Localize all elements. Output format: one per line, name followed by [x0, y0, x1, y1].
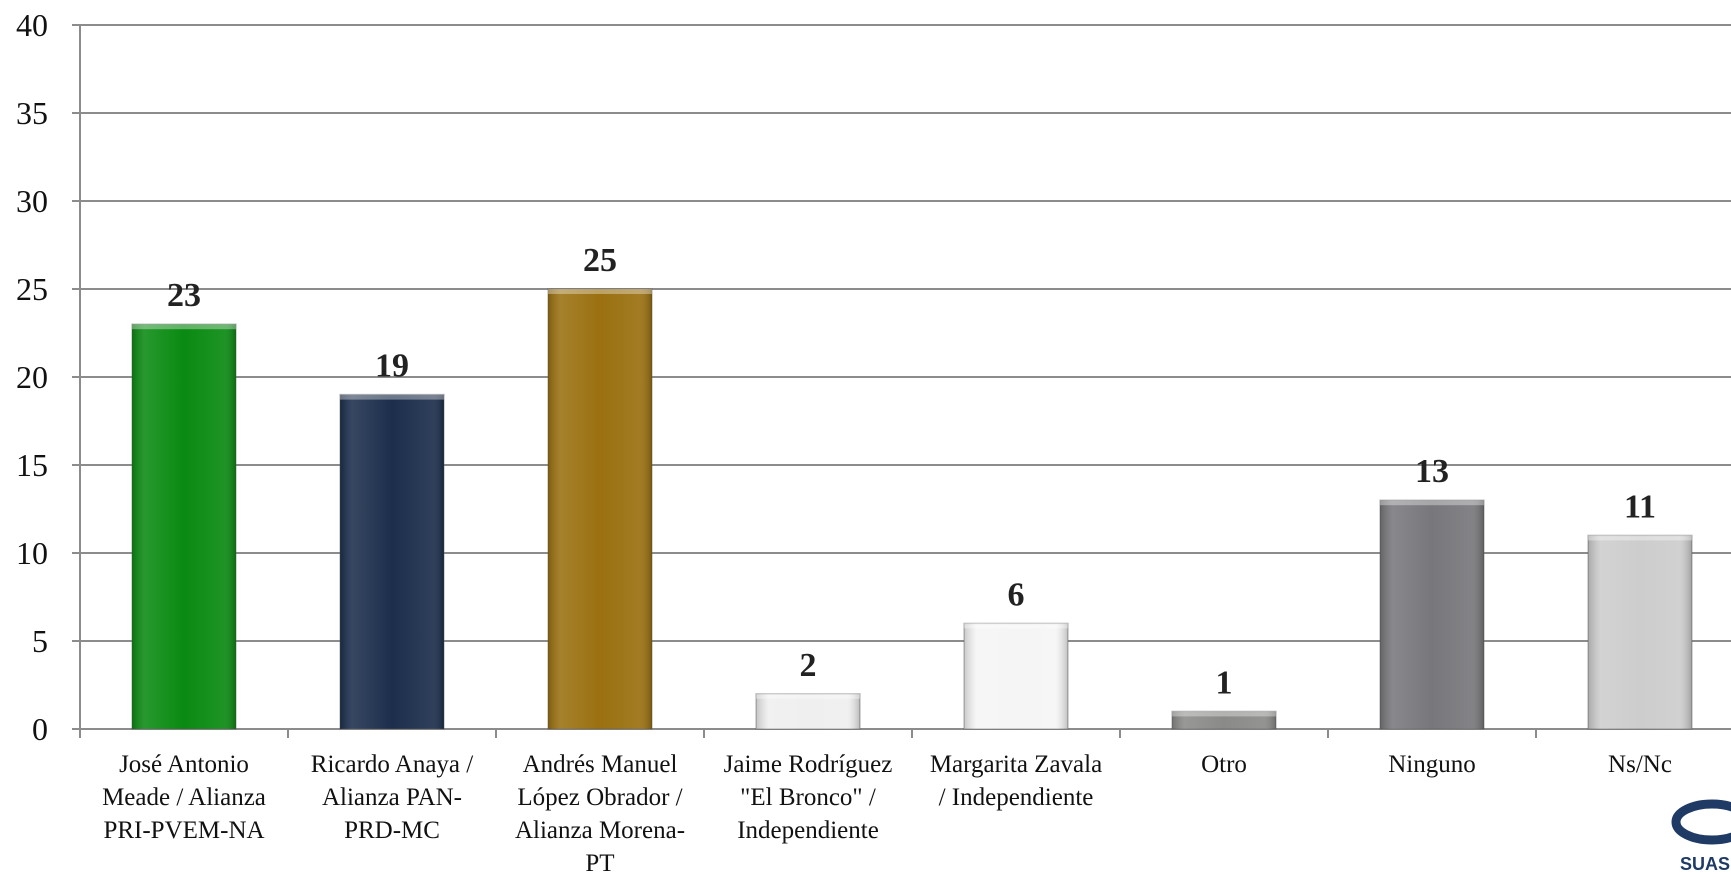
category-label-line: Meade / Alianza	[102, 784, 266, 811]
y-tick-label: 25	[16, 271, 48, 307]
category-labels: José Antonio Meade / Alianza PRI-PVEM-NA Ri…	[102, 751, 1672, 874]
bar-shading	[1588, 535, 1692, 729]
category-label-line: Andrés Manuel	[523, 751, 678, 778]
category-label-line: "El Bronco" /	[740, 784, 876, 811]
y-tick-label: 15	[16, 447, 48, 483]
data-label: 23	[167, 277, 201, 314]
category-label: Ns/Nc	[1608, 751, 1672, 778]
data-label: 19	[375, 348, 409, 385]
category-label-line: PRI-PVEM-NA	[103, 817, 264, 844]
data-labels: 23 19 25 2 6 1 13 11	[167, 242, 1656, 701]
bar-shading	[548, 289, 652, 729]
bar-shading	[756, 693, 860, 729]
category-label: Andrés Manuel López Obrador / Alianza More…	[515, 751, 685, 874]
category-label-line: Alianza PAN-	[322, 784, 462, 811]
category-label-line: José Antonio	[119, 751, 249, 778]
bar-top-bevel	[964, 623, 1068, 629]
bar	[339, 393, 445, 730]
suas-logo: SUAS	[1671, 799, 1731, 874]
category-label: Jaime Rodríguez "El Bronco" / Independient…	[724, 751, 893, 844]
bar-top-bevel	[1380, 500, 1484, 506]
category-label: Otro	[1201, 751, 1247, 778]
category-label-line: / Independiente	[939, 784, 1094, 811]
category-label-line: Margarita Zavala	[930, 751, 1102, 778]
bars	[131, 288, 1693, 730]
bar-shading	[1380, 500, 1484, 729]
y-tick-label: 0	[32, 711, 48, 747]
category-label-line: Ricardo Anaya /	[311, 751, 474, 778]
data-label: 6	[1008, 576, 1025, 613]
bar	[547, 288, 653, 730]
bar-shading	[340, 394, 444, 729]
category-label-line: Independiente	[737, 817, 879, 844]
bar-shading	[132, 324, 236, 729]
logo-swoosh-icon	[1671, 799, 1731, 845]
bar	[1587, 534, 1693, 730]
category-label: José Antonio Meade / Alianza PRI-PVEM-NA	[102, 751, 266, 844]
category-label: Ninguno	[1388, 751, 1476, 778]
bar-top-bevel	[1588, 535, 1692, 541]
bar-top-bevel	[548, 289, 652, 294]
y-tick-label: 10	[16, 535, 48, 571]
category-label-line: Alianza Morena-	[515, 817, 685, 844]
data-label: 2	[800, 647, 817, 684]
bar-shading	[964, 623, 1068, 729]
category-label-line: Jaime Rodríguez	[724, 751, 893, 778]
data-label: 25	[583, 242, 617, 279]
bar-top-bevel	[132, 324, 236, 330]
category-label: Margarita Zavala / Independiente	[930, 751, 1102, 811]
bar	[131, 323, 237, 730]
category-label: Ricardo Anaya / Alianza PAN- PRD-MC	[311, 751, 474, 844]
y-tick-label: 35	[16, 95, 48, 131]
bar	[755, 693, 861, 730]
category-label-line: Ns/Nc	[1608, 751, 1672, 778]
bar-shading	[1172, 711, 1276, 729]
bar-top-bevel	[340, 394, 444, 400]
y-tick-label: 20	[16, 359, 48, 395]
data-label: 11	[1624, 488, 1656, 525]
data-label: 1	[1216, 664, 1233, 701]
bar	[963, 622, 1069, 730]
category-label-line: Otro	[1201, 751, 1247, 778]
bar-top-bevel	[1172, 711, 1276, 717]
category-label-line: PRD-MC	[344, 817, 440, 844]
category-label-line: López Obrador /	[517, 784, 682, 811]
y-tick-label: 30	[16, 183, 48, 219]
bar	[1379, 499, 1485, 730]
category-label-line: PT	[585, 850, 614, 874]
category-label-line: Ninguno	[1388, 751, 1476, 778]
y-tick-label: 5	[32, 623, 48, 659]
bar-top-bevel	[756, 693, 860, 699]
data-label: 13	[1415, 453, 1449, 490]
logo-text: SUAS	[1680, 854, 1730, 874]
axes: 0 5 10 15 20 25 30 35 40	[16, 7, 1731, 747]
bar	[1171, 710, 1277, 730]
y-tick-label: 40	[16, 7, 48, 43]
